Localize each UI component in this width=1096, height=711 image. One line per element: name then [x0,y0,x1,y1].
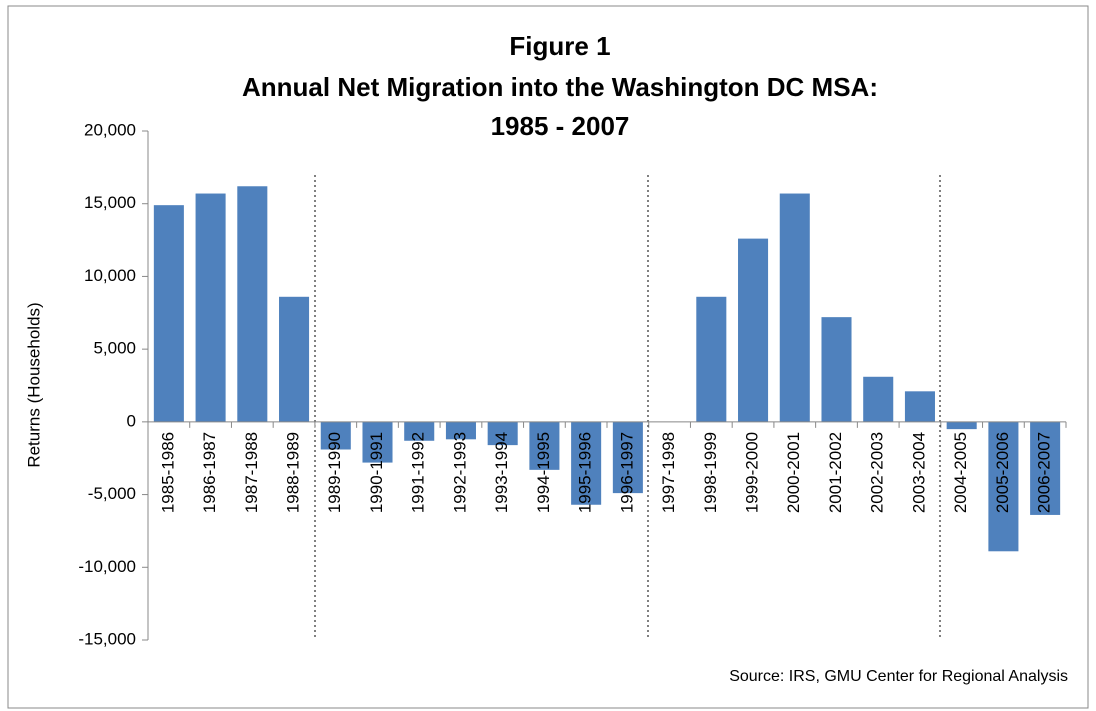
x-tick-label: 1995-1996 [576,432,595,513]
x-tick-label: 2004-2005 [951,432,970,513]
bar [612,421,643,494]
x-tick-label: 1993-1994 [492,432,511,513]
x-tick-label: 2000-2001 [784,432,803,513]
bar [445,421,476,440]
bar [237,186,268,422]
bar [404,421,435,441]
x-tick-label: 2003-2004 [909,432,928,513]
y-tick-label: -10,000 [78,557,136,576]
y-tick-label: 10,000 [84,266,136,285]
chart-title: Figure 1 [509,31,610,61]
x-tick-label: 1987-1988 [242,432,261,513]
bar [571,421,602,505]
bar [362,421,393,463]
chart-title: Annual Net Migration into the Washington… [242,72,878,102]
x-tick-label: 1988-1989 [284,432,303,513]
x-tick-label: 1986-1987 [200,432,219,513]
bar [529,421,560,470]
x-tick-label: 2001-2002 [826,432,845,513]
bar [487,421,518,446]
y-tick-label: 20,000 [84,120,136,139]
y-axis-label: Returns (Households) [24,302,43,467]
bar [904,391,935,422]
x-tick-label: 1990-1991 [367,432,386,513]
x-tick-label: 1989-1990 [325,432,344,513]
chart-border [7,5,1089,709]
x-tick-label: 1991-1992 [409,432,428,513]
bar [946,421,977,430]
x-tick-label: 2006-2007 [1035,432,1054,513]
x-tick-label: 1997-1998 [659,432,678,513]
x-tick-label: 1985-1986 [158,432,177,513]
chart-title: 1985 - 2007 [491,111,630,141]
x-tick-label: 2002-2003 [868,432,887,513]
y-tick-label: 0 [127,411,136,430]
x-tick-label: 1999-2000 [743,432,762,513]
bar [821,317,852,422]
bar [153,205,184,422]
bar [738,238,769,422]
bar [1030,421,1061,515]
y-tick-label: 5,000 [93,339,136,358]
bar [779,193,810,422]
bar [988,421,1019,552]
y-tick-label: -15,000 [78,629,136,648]
x-tick-label: 1998-1999 [701,432,720,513]
bar [320,421,351,450]
bar [195,193,226,422]
x-tick-label: 1996-1997 [617,432,636,513]
bar [279,296,310,422]
y-tick-label: 15,000 [84,193,136,212]
source-note: Source: IRS, GMU Center for Regional Ana… [729,668,1068,685]
x-tick-label: 2005-2006 [993,432,1012,513]
bar [696,296,727,422]
y-tick-label: -5,000 [88,484,136,503]
x-tick-label: 1992-1993 [450,432,469,513]
bar [863,376,894,422]
x-tick-label: 1994-1995 [534,432,553,513]
